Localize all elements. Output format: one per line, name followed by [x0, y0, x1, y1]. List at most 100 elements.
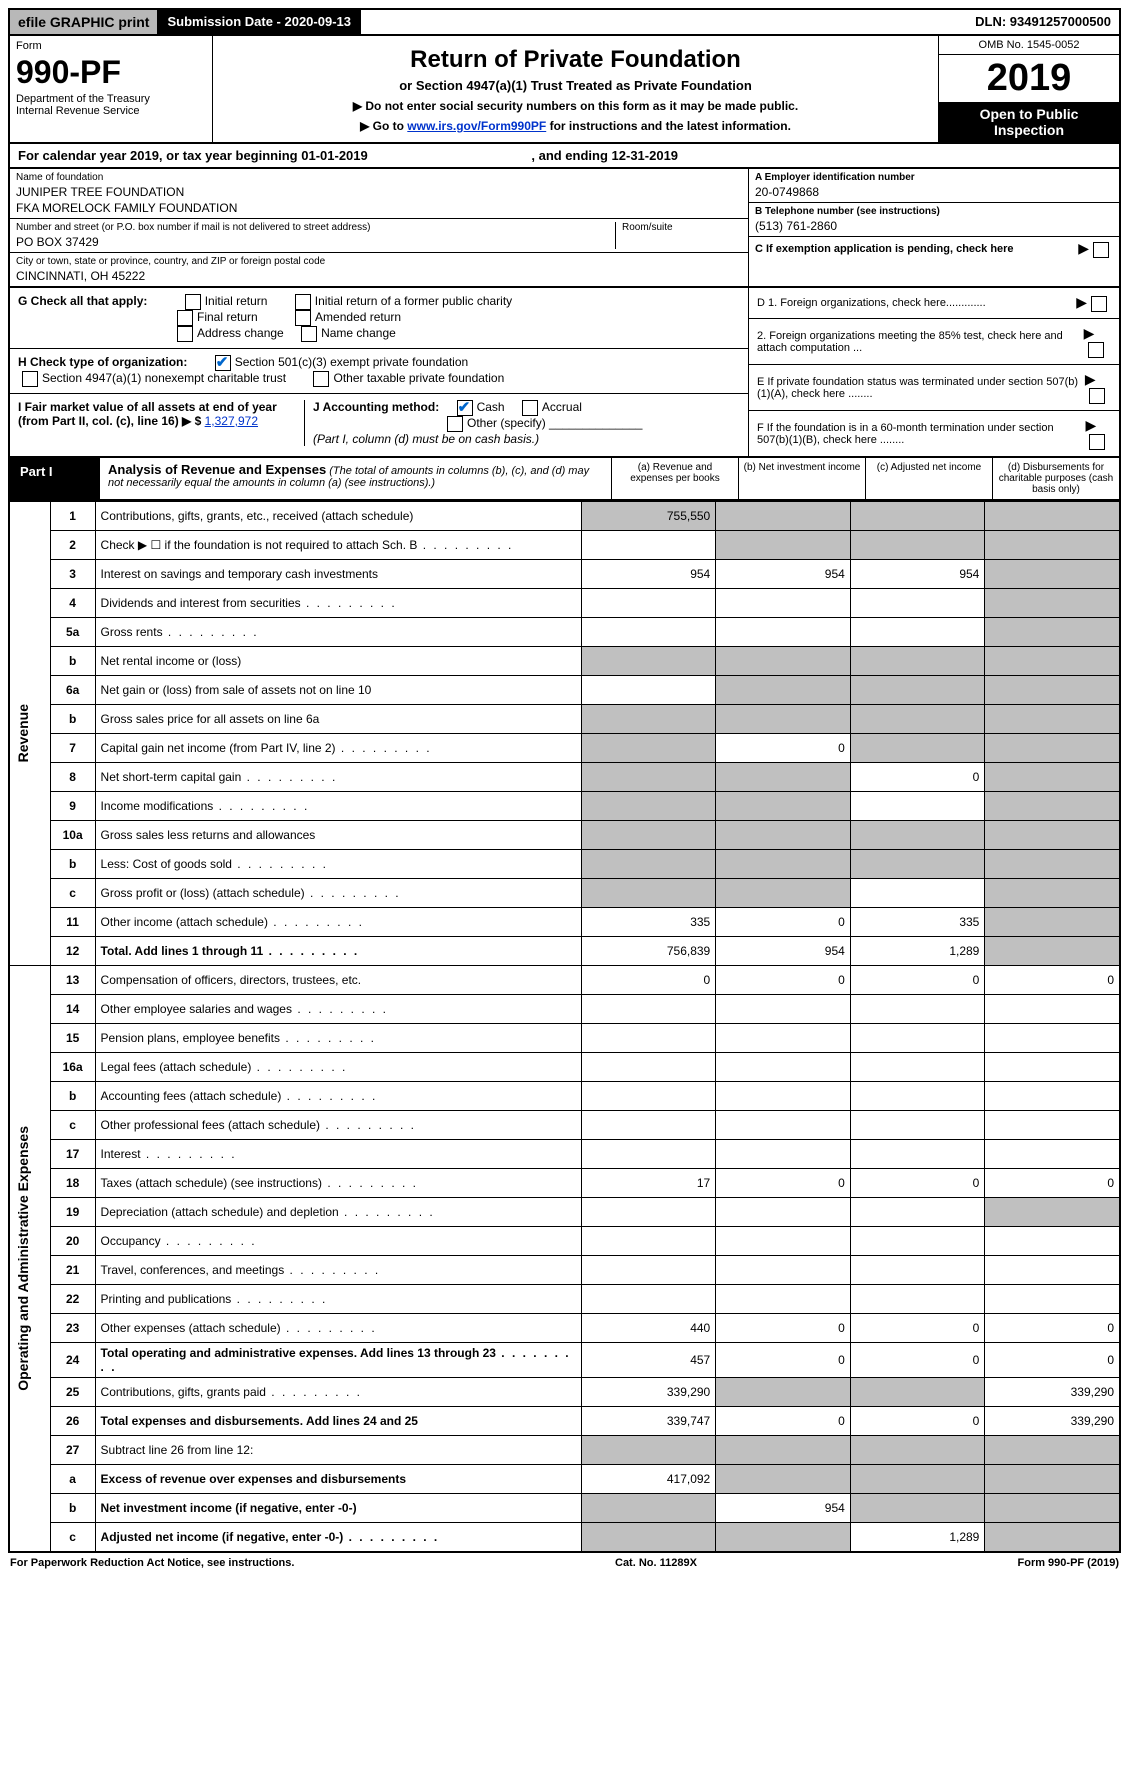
c-checkbox[interactable] — [1093, 242, 1109, 258]
table-row: 12Total. Add lines 1 through 11756,83995… — [9, 937, 1120, 966]
g-opt-2: Final return — [197, 310, 258, 324]
line-desc: Gross profit or (loss) (attach schedule) — [95, 879, 581, 908]
amount-cell — [716, 531, 851, 560]
line-desc: Net rental income or (loss) — [95, 647, 581, 676]
d1-checkbox[interactable] — [1091, 296, 1107, 312]
amount-cell — [581, 1024, 716, 1053]
amount-cell: 0 — [985, 1343, 1120, 1378]
h-501c3-checkbox[interactable] — [215, 355, 231, 371]
table-row: 18Taxes (attach schedule) (see instructi… — [9, 1169, 1120, 1198]
table-row: Revenue1Contributions, gifts, grants, et… — [9, 502, 1120, 531]
line-desc: Excess of revenue over expenses and disb… — [95, 1465, 581, 1494]
line-no: 6a — [50, 676, 95, 705]
amount-cell: 954 — [716, 1494, 851, 1523]
footer-right: Form 990-PF (2019) — [1018, 1557, 1119, 1569]
line-no: 18 — [50, 1169, 95, 1198]
amount-cell — [985, 589, 1120, 618]
e-checkbox[interactable] — [1089, 388, 1105, 404]
cal-end: 12-31-2019 — [612, 148, 679, 163]
col-b-head: (b) Net investment income — [739, 458, 866, 499]
line-desc: Contributions, gifts, grants paid — [95, 1378, 581, 1407]
table-row: 8Net short-term capital gain0 — [9, 763, 1120, 792]
f-checkbox[interactable] — [1089, 434, 1105, 450]
line-no: 4 — [50, 589, 95, 618]
h-4947-checkbox[interactable] — [22, 371, 38, 387]
amount-cell — [850, 1436, 985, 1465]
amount-cell — [985, 995, 1120, 1024]
line-no: c — [50, 879, 95, 908]
line-desc: Capital gain net income (from Part IV, l… — [95, 734, 581, 763]
amount-cell — [985, 1082, 1120, 1111]
irs-link[interactable]: www.irs.gov/Form990PF — [407, 119, 546, 133]
amount-cell: 0 — [850, 1407, 985, 1436]
table-row: 5aGross rents — [9, 618, 1120, 647]
line-desc: Contributions, gifts, grants, etc., rece… — [95, 502, 581, 531]
amount-cell — [716, 1140, 851, 1169]
efile-button[interactable]: efile GRAPHIC print — [10, 10, 159, 34]
amount-cell — [985, 1140, 1120, 1169]
amount-cell — [581, 1082, 716, 1111]
amount-cell — [985, 531, 1120, 560]
line-desc: Total operating and administrative expen… — [95, 1343, 581, 1378]
line-desc: Travel, conferences, and meetings — [95, 1256, 581, 1285]
cal-pre: For calendar year 2019, or tax year begi… — [18, 148, 301, 163]
room-label: Room/suite — [622, 222, 742, 233]
amount-cell: 0 — [716, 1314, 851, 1343]
amount-cell: 339,290 — [985, 1407, 1120, 1436]
j-other-checkbox[interactable] — [447, 416, 463, 432]
table-row: bAccounting fees (attach schedule) — [9, 1082, 1120, 1111]
table-row: bNet investment income (if negative, ent… — [9, 1494, 1120, 1523]
dln-label: DLN: 93491257000500 — [967, 10, 1119, 34]
g-address-checkbox[interactable] — [177, 326, 193, 342]
j-accrual-checkbox[interactable] — [522, 400, 538, 416]
amount-cell: 417,092 — [581, 1465, 716, 1494]
g-opt-0: Initial return — [205, 294, 268, 308]
amount-cell: 0 — [716, 1343, 851, 1378]
side-label: Operating and Administrative Expenses — [9, 966, 50, 1553]
assets-value-link[interactable]: 1,327,972 — [205, 414, 258, 428]
line-no: 7 — [50, 734, 95, 763]
line-no: 22 — [50, 1285, 95, 1314]
side-label: Revenue — [9, 502, 50, 966]
table-row: 9Income modifications — [9, 792, 1120, 821]
g-opt-1: Initial return of a former public charit… — [315, 294, 512, 308]
amount-cell — [985, 618, 1120, 647]
line-desc: Net gain or (loss) from sale of assets n… — [95, 676, 581, 705]
amount-cell — [850, 1111, 985, 1140]
g-name-checkbox[interactable] — [301, 326, 317, 342]
f-label: F If the foundation is in a 60-month ter… — [757, 422, 1085, 446]
table-row: 23Other expenses (attach schedule)440000 — [9, 1314, 1120, 1343]
h-row: H Check type of organization: Section 50… — [10, 349, 748, 394]
g-final-checkbox[interactable] — [177, 310, 193, 326]
open-public-badge: Open to Public Inspection — [939, 102, 1119, 142]
g-initial-former-checkbox[interactable] — [295, 294, 311, 310]
amount-cell — [985, 1227, 1120, 1256]
table-row: 16aLegal fees (attach schedule) — [9, 1053, 1120, 1082]
amount-cell — [716, 821, 851, 850]
g-amended-checkbox[interactable] — [295, 310, 311, 326]
amount-cell: 954 — [581, 560, 716, 589]
table-row: aExcess of revenue over expenses and dis… — [9, 1465, 1120, 1494]
page-footer: For Paperwork Reduction Act Notice, see … — [8, 1553, 1121, 1573]
amount-cell — [581, 1436, 716, 1465]
amount-cell — [581, 618, 716, 647]
amount-cell: 440 — [581, 1314, 716, 1343]
g-initial-checkbox[interactable] — [185, 294, 201, 310]
amount-cell: 0 — [716, 734, 851, 763]
amount-cell: 0 — [985, 966, 1120, 995]
j-cash-checkbox[interactable] — [457, 400, 473, 416]
h-other-checkbox[interactable] — [313, 371, 329, 387]
table-row: 27Subtract line 26 from line 12: — [9, 1436, 1120, 1465]
amount-cell — [850, 850, 985, 879]
amount-cell — [985, 676, 1120, 705]
form-subtitle: or Section 4947(a)(1) Trust Treated as P… — [219, 78, 932, 93]
amount-cell — [716, 1523, 851, 1553]
amount-cell — [850, 1285, 985, 1314]
line-no: a — [50, 1465, 95, 1494]
amount-cell — [716, 763, 851, 792]
amount-cell — [985, 1285, 1120, 1314]
form-title: Return of Private Foundation — [219, 46, 932, 74]
d2-checkbox[interactable] — [1088, 342, 1104, 358]
amount-cell — [716, 1285, 851, 1314]
line-desc: Net short-term capital gain — [95, 763, 581, 792]
